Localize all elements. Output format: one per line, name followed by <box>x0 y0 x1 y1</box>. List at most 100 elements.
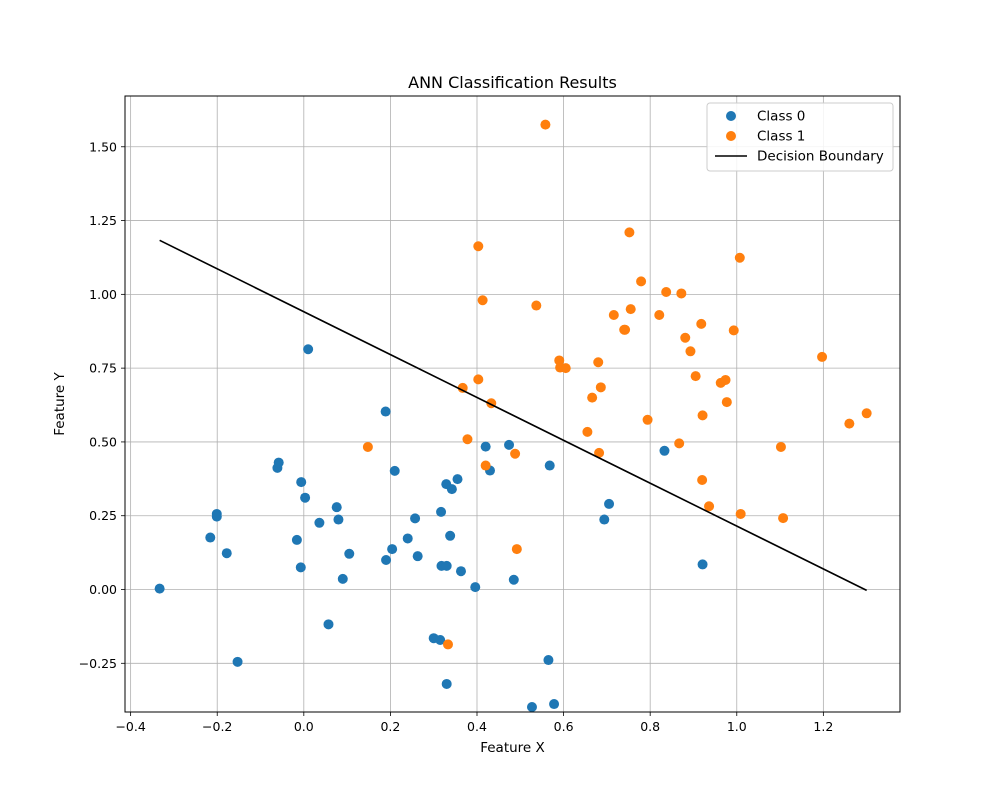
point-class-1 <box>620 324 631 335</box>
point-class-1 <box>697 475 708 485</box>
point-class-1 <box>676 288 687 299</box>
legend-label-decision-boundary: Decision Boundary <box>757 149 884 165</box>
point-class-0 <box>480 441 491 452</box>
point-class-0 <box>381 554 392 565</box>
chart-title: ANN Classification Results <box>408 73 617 92</box>
point-class-1 <box>560 363 571 374</box>
legend-marker-class-1 <box>726 131 736 141</box>
point-class-0 <box>300 492 311 503</box>
point-class-1 <box>654 310 665 321</box>
point-class-0 <box>508 574 519 585</box>
y-tick-label: 1.00 <box>89 287 117 302</box>
point-class-1 <box>362 441 373 452</box>
point-class-0 <box>446 484 457 495</box>
point-class-0 <box>154 583 165 594</box>
legend-label-class-0: Class 0 <box>757 109 805 125</box>
point-class-0 <box>455 566 466 577</box>
point-class-0 <box>526 701 537 712</box>
point-class-0 <box>389 465 400 476</box>
axis-ticks: −0.4 −0.2 0.0 0.2 0.4 0.6 0.8 1.0 1.2 −0.25 0.00 0.… <box>79 139 834 734</box>
point-class-1 <box>720 374 731 385</box>
x-tick-label: 0.6 <box>554 719 574 734</box>
point-class-0 <box>410 513 421 524</box>
point-class-1 <box>674 438 685 449</box>
point-class-0 <box>544 460 555 471</box>
y-tick-label: 0.00 <box>89 582 117 597</box>
point-class-1 <box>778 513 789 524</box>
point-class-0 <box>333 514 344 525</box>
plot-data <box>154 119 872 712</box>
y-tick-label: 0.75 <box>89 361 117 376</box>
point-class-0 <box>452 474 463 485</box>
point-class-0 <box>273 457 284 468</box>
point-class-1 <box>593 357 604 368</box>
point-class-1 <box>442 639 453 650</box>
x-tick-label: −0.4 <box>115 719 145 734</box>
point-class-0 <box>604 498 615 509</box>
point-class-0 <box>441 560 452 571</box>
point-class-1 <box>685 346 696 357</box>
point-class-0 <box>291 534 302 545</box>
point-class-0 <box>380 406 391 417</box>
point-class-1 <box>680 332 691 343</box>
point-class-1 <box>697 410 708 421</box>
x-tick-label: 0.4 <box>467 719 487 734</box>
legend: Class 0 Class 1 Decision Boundary <box>706 102 894 172</box>
point-class-1 <box>734 252 745 263</box>
point-class-0 <box>314 517 325 528</box>
x-tick-label: −0.2 <box>202 719 232 734</box>
point-class-1 <box>661 286 672 297</box>
y-tick-label: −0.25 <box>79 656 117 671</box>
point-class-1 <box>861 408 872 419</box>
y-axis-label: Feature Y <box>52 371 68 435</box>
point-class-1 <box>531 300 542 311</box>
point-class-1 <box>728 325 739 336</box>
point-class-0 <box>543 655 554 666</box>
point-class-1 <box>582 426 593 437</box>
point-class-1 <box>511 544 522 555</box>
legend-label-class-1: Class 1 <box>757 129 805 145</box>
legend-marker-class-0 <box>726 111 736 121</box>
point-class-0 <box>436 506 447 517</box>
x-tick-label: 0.8 <box>640 719 660 734</box>
point-class-0 <box>445 530 456 541</box>
grid <box>125 96 900 712</box>
point-class-1 <box>477 295 488 306</box>
point-class-1 <box>540 119 551 130</box>
point-class-0 <box>659 445 670 456</box>
y-tick-label: 1.50 <box>89 139 117 154</box>
point-class-0 <box>470 582 481 593</box>
point-class-1 <box>636 276 647 287</box>
point-class-0 <box>435 634 446 645</box>
point-class-0 <box>412 551 423 562</box>
point-class-1 <box>704 501 715 512</box>
point-class-0 <box>441 678 452 689</box>
x-axis-label: Feature X <box>480 740 545 756</box>
point-class-0 <box>303 344 314 355</box>
point-class-1 <box>735 508 746 519</box>
point-class-1 <box>473 241 484 252</box>
point-class-0 <box>697 559 708 570</box>
point-class-0 <box>211 511 222 522</box>
point-class-1 <box>642 414 653 425</box>
point-class-1 <box>775 441 786 452</box>
y-tick-label: 0.25 <box>89 508 117 523</box>
point-class-0 <box>504 439 515 450</box>
x-tick-label: 0.0 <box>294 719 314 734</box>
point-class-0 <box>221 548 232 559</box>
point-class-0 <box>337 573 348 584</box>
point-class-1 <box>457 382 468 393</box>
plot-frame <box>124 95 901 713</box>
point-class-1 <box>721 397 732 408</box>
point-class-0 <box>331 502 342 513</box>
point-class-1 <box>587 392 598 403</box>
point-class-1 <box>608 310 619 321</box>
point-class-0 <box>323 619 334 630</box>
point-class-0 <box>387 544 398 555</box>
legend-box <box>706 102 894 172</box>
point-class-1 <box>624 227 635 238</box>
point-class-1 <box>480 460 491 471</box>
point-class-1 <box>690 371 701 382</box>
point-class-0 <box>296 477 307 488</box>
